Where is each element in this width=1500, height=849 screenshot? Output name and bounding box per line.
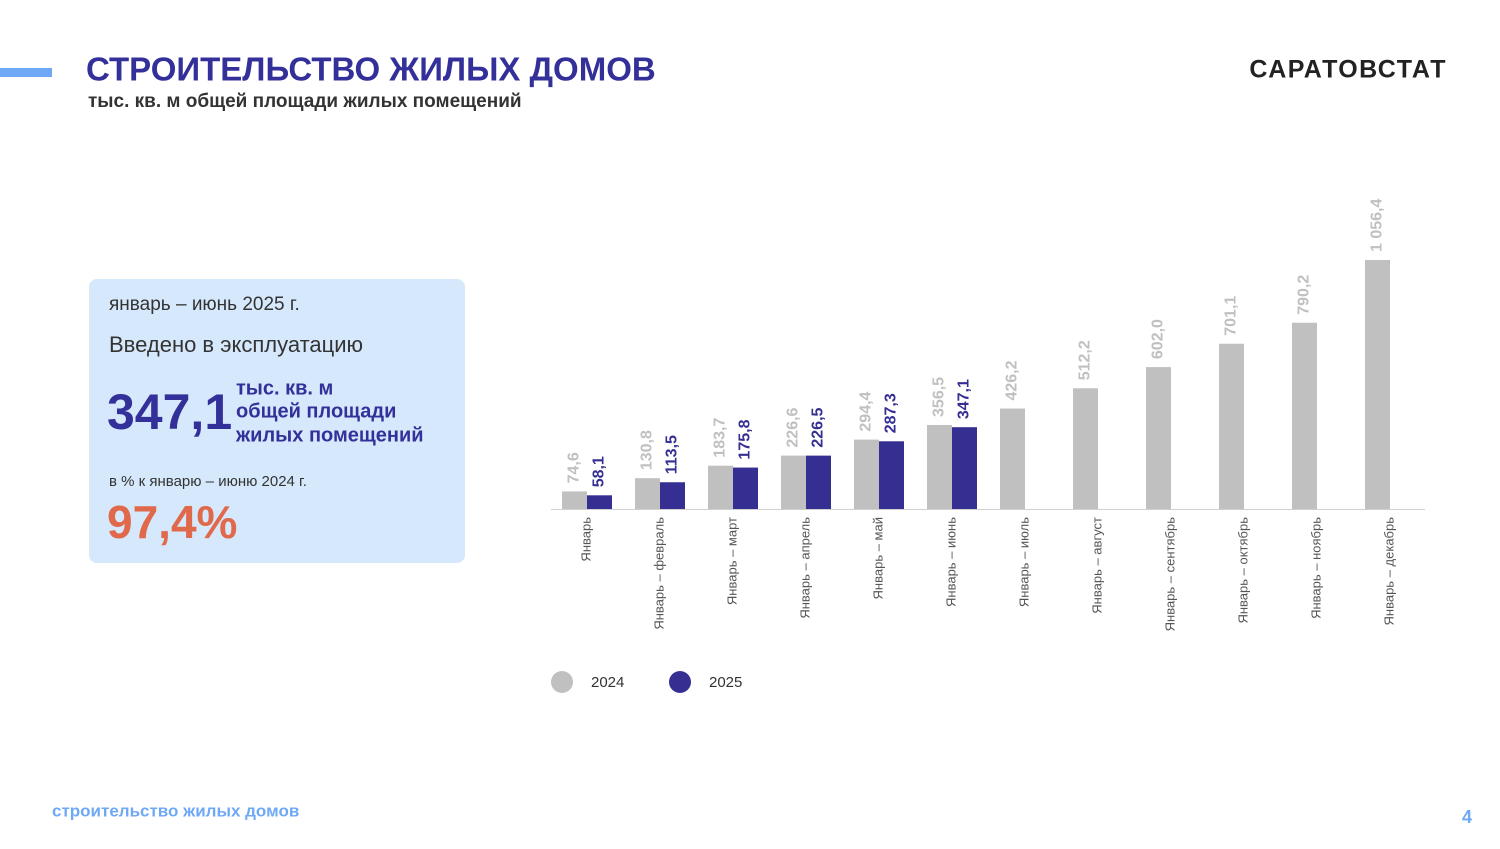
bar [1219,343,1244,509]
value-label: 512,2 [1077,340,1094,380]
value-label: 347,1 [956,379,973,419]
value-label: 113,5 [664,435,681,474]
title: СТРОИТЕЛЬСТВО ЖИЛЫХ ДОМОВ [86,51,656,88]
value-label: 130,8 [639,430,656,470]
x-tick-label: Январь – сентябрь [1162,517,1177,632]
page-number: 4 [1462,807,1472,827]
x-tick-label: Январь – октябрь [1235,517,1250,624]
card-percent: 97,4% [107,496,237,548]
card-period: январь – июнь 2025 г. [109,294,300,315]
bar [879,441,904,509]
bar [952,427,977,509]
value-label: 226,6 [785,407,802,447]
value-label: 74,6 [566,452,583,483]
x-tick-label: Январь – август [1089,517,1104,614]
subtitle: тыс. кв. м общей площади жилых помещений [88,91,522,112]
bar [1073,388,1098,509]
value-label: 294,4 [858,391,875,431]
value-label: 183,7 [712,418,729,458]
bar [708,465,733,509]
bar [927,424,952,509]
legend-marker [669,671,691,693]
bar [806,455,831,509]
legend-label: 2024 [591,674,624,691]
bar [562,491,587,509]
value-label: 175,8 [737,419,754,459]
bar [781,455,806,509]
bar [660,482,685,509]
bar [1000,408,1025,509]
x-tick-label: Январь – ноябрь [1308,517,1323,619]
footer-text: строительство жилых домов [52,801,299,820]
value-label: 58,1 [591,456,608,487]
legend-label: 2025 [709,674,742,691]
bar [1292,322,1317,509]
value-label: 602,0 [1150,319,1167,359]
legend-marker [551,671,573,693]
value-label: 790,2 [1296,275,1313,315]
bar [854,439,879,509]
bar [1146,367,1171,509]
card-unit: общей площади [236,400,396,422]
x-tick-label: Январь – декабрь [1381,517,1396,626]
card-unit: жилых помещений [235,424,424,446]
x-tick-label: Январь – март [724,517,739,605]
card-unit: тыс. кв. м [236,377,333,399]
x-tick-label: Январь – февраль [651,517,666,630]
info-card [89,279,465,563]
value-label: 701,1 [1223,296,1240,336]
x-tick-label: Январь – июнь [943,517,958,607]
brand: САРАТОВСТАТ [1249,56,1447,84]
x-tick-label: Январь – май [870,517,885,599]
accent-bar [0,68,52,77]
value-label: 226,5 [810,407,827,447]
bar [1365,260,1390,509]
card-compare: в % к январю – июню 2024 г. [109,473,307,490]
x-tick-label: Январь – апрель [797,517,812,619]
bar [587,495,612,509]
x-tick-label: Январь – июль [1016,517,1031,607]
bar [733,467,758,509]
value-label: 356,5 [931,377,948,417]
card-caption: Введено в эксплуатацию [109,332,363,357]
value-label: 287,3 [883,393,900,433]
x-tick-label: Январь [578,517,593,562]
value-label: 426,2 [1004,360,1021,400]
card-value: 347,1 [107,384,232,440]
bar [635,478,660,509]
value-label: 1 056,4 [1369,199,1386,252]
